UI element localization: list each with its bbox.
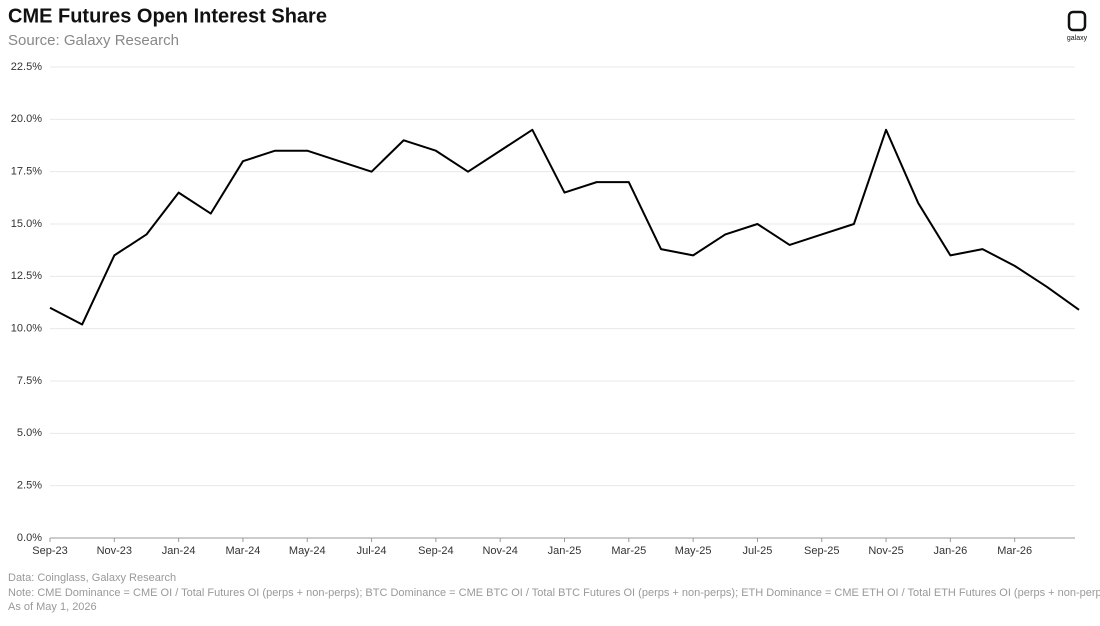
footnote: As of May 1, 2026	[8, 601, 97, 613]
x-tick-label: Nov-23	[97, 545, 132, 557]
x-tick-label: Mar-24	[226, 545, 261, 557]
y-tick-label: 7.5%	[17, 375, 42, 387]
y-tick-label: 15.0%	[11, 218, 42, 230]
x-tick-label: Sep-24	[418, 545, 453, 557]
chart-title: CME Futures Open Interest Share	[8, 5, 327, 27]
chart-subtitle: Source: Galaxy Research	[8, 32, 179, 49]
x-tick-label: Sep-23	[32, 545, 67, 557]
logo-text: galaxy	[1067, 35, 1088, 42]
x-tick-label: May-25	[675, 545, 712, 557]
logo-icon	[1067, 10, 1087, 32]
y-tick-label: 2.5%	[17, 480, 42, 492]
x-tick-label: Jan-25	[548, 545, 582, 557]
data-line	[49, 128, 1080, 326]
y-tick-label: 10.0%	[11, 323, 42, 335]
x-tick-label: Jan-24	[162, 545, 196, 557]
y-tick-label: 0.0%	[17, 532, 42, 544]
x-tick-label: Mar-26	[997, 545, 1032, 557]
x-tick-label: May-24	[289, 545, 326, 557]
x-tick-label: Jan-26	[934, 545, 968, 557]
y-tick-label: 22.5%	[11, 61, 42, 73]
x-tick-label: Sep-25	[804, 545, 839, 557]
x-tick-label: Nov-24	[482, 545, 517, 557]
footnote: Note: CME Dominance = CME OI / Total Fut…	[8, 587, 1100, 599]
y-tick-label: 20.0%	[11, 113, 42, 125]
x-tick-label: Jul-25	[742, 545, 772, 557]
y-tick-label: 5.0%	[17, 427, 42, 439]
x-tick-label: Mar-25	[611, 545, 646, 557]
y-tick-label: 17.5%	[11, 166, 42, 178]
y-tick-label: 12.5%	[11, 270, 42, 282]
x-tick-label: Jul-24	[357, 545, 387, 557]
footnote: Data: Coinglass, Galaxy Research	[8, 572, 176, 584]
x-tick-label: Nov-25	[868, 545, 903, 557]
